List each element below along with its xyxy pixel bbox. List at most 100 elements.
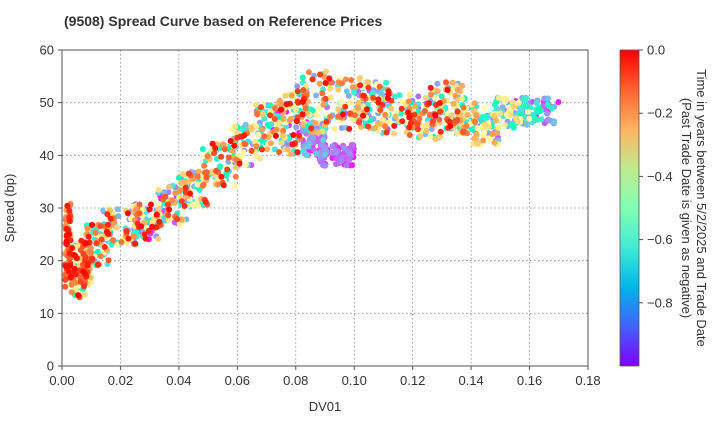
data-point bbox=[448, 112, 455, 119]
x-tick-label: 0.02 bbox=[108, 373, 133, 388]
data-point bbox=[300, 121, 307, 128]
data-point bbox=[417, 133, 424, 140]
data-point bbox=[113, 224, 120, 231]
data-point bbox=[428, 126, 435, 132]
data-point bbox=[531, 114, 538, 121]
data-point bbox=[391, 130, 397, 137]
data-point bbox=[293, 118, 300, 125]
data-point bbox=[479, 114, 486, 121]
data-point bbox=[414, 121, 421, 128]
data-point bbox=[218, 153, 225, 160]
data-point bbox=[105, 221, 112, 228]
data-point bbox=[348, 77, 355, 83]
y-tick-label: 50 bbox=[40, 95, 54, 110]
data-point bbox=[242, 161, 249, 168]
data-point bbox=[449, 79, 456, 86]
data-point bbox=[145, 227, 152, 234]
data-point bbox=[377, 107, 384, 113]
data-point bbox=[287, 151, 294, 158]
data-point bbox=[460, 128, 467, 135]
data-point bbox=[406, 132, 413, 139]
data-point bbox=[329, 143, 336, 150]
data-point bbox=[338, 100, 345, 107]
data-point bbox=[322, 162, 329, 169]
data-point bbox=[107, 215, 114, 222]
x-tick-label: 0.16 bbox=[517, 373, 542, 388]
data-point bbox=[481, 129, 488, 136]
data-point bbox=[443, 79, 449, 86]
data-point bbox=[495, 94, 502, 101]
data-point bbox=[452, 92, 459, 99]
data-point bbox=[303, 152, 310, 159]
data-point bbox=[346, 125, 353, 132]
data-point bbox=[522, 97, 529, 104]
colorbar-tick-label: 0.0 bbox=[647, 43, 665, 58]
data-point bbox=[341, 144, 347, 151]
data-point bbox=[252, 138, 259, 145]
data-point bbox=[237, 153, 244, 160]
data-point bbox=[434, 88, 441, 95]
data-point bbox=[472, 118, 478, 125]
data-point bbox=[181, 179, 188, 186]
data-point bbox=[185, 170, 192, 177]
data-point bbox=[97, 253, 104, 260]
data-point bbox=[327, 113, 334, 120]
data-point bbox=[454, 86, 461, 93]
data-point bbox=[69, 245, 75, 251]
data-point bbox=[63, 225, 70, 232]
data-point bbox=[155, 205, 162, 212]
data-point bbox=[323, 68, 330, 75]
data-point bbox=[286, 117, 293, 124]
data-point bbox=[278, 101, 285, 108]
data-point bbox=[123, 228, 130, 234]
data-point bbox=[464, 111, 471, 118]
data-point bbox=[241, 140, 248, 147]
y-tick-label: 60 bbox=[40, 43, 54, 58]
data-point bbox=[84, 262, 91, 269]
data-point bbox=[203, 174, 210, 181]
data-point bbox=[272, 132, 279, 139]
data-point bbox=[396, 92, 403, 99]
data-point bbox=[280, 115, 287, 122]
data-point bbox=[313, 111, 320, 118]
data-point bbox=[71, 252, 78, 258]
data-point bbox=[491, 139, 498, 146]
data-point bbox=[148, 201, 154, 208]
data-point bbox=[257, 155, 264, 162]
data-point bbox=[203, 169, 210, 176]
data-point bbox=[220, 141, 227, 148]
data-point bbox=[153, 211, 160, 218]
data-point bbox=[326, 75, 333, 82]
data-point bbox=[221, 146, 228, 153]
data-point bbox=[342, 76, 349, 83]
data-point bbox=[229, 148, 236, 154]
data-point bbox=[72, 271, 79, 278]
data-point bbox=[309, 76, 316, 83]
data-point bbox=[392, 113, 399, 120]
data-point bbox=[320, 101, 327, 108]
data-point bbox=[84, 225, 91, 232]
data-point bbox=[322, 151, 328, 158]
data-point bbox=[313, 150, 320, 157]
chart-title: (9508) Spread Curve based on Reference P… bbox=[64, 13, 382, 29]
data-point bbox=[319, 90, 326, 97]
data-point bbox=[66, 255, 73, 262]
data-point bbox=[338, 125, 345, 131]
data-point bbox=[428, 91, 435, 98]
data-point bbox=[382, 111, 389, 118]
data-point bbox=[446, 118, 453, 125]
data-point bbox=[218, 173, 225, 180]
data-point bbox=[376, 83, 383, 90]
data-point bbox=[284, 146, 291, 153]
data-point bbox=[161, 189, 168, 196]
data-point bbox=[383, 79, 390, 86]
data-point bbox=[338, 80, 345, 87]
data-point bbox=[66, 207, 73, 214]
data-point bbox=[149, 223, 156, 230]
data-point bbox=[264, 121, 271, 128]
data-point bbox=[299, 111, 306, 118]
data-point bbox=[383, 129, 390, 136]
data-point bbox=[503, 96, 510, 103]
